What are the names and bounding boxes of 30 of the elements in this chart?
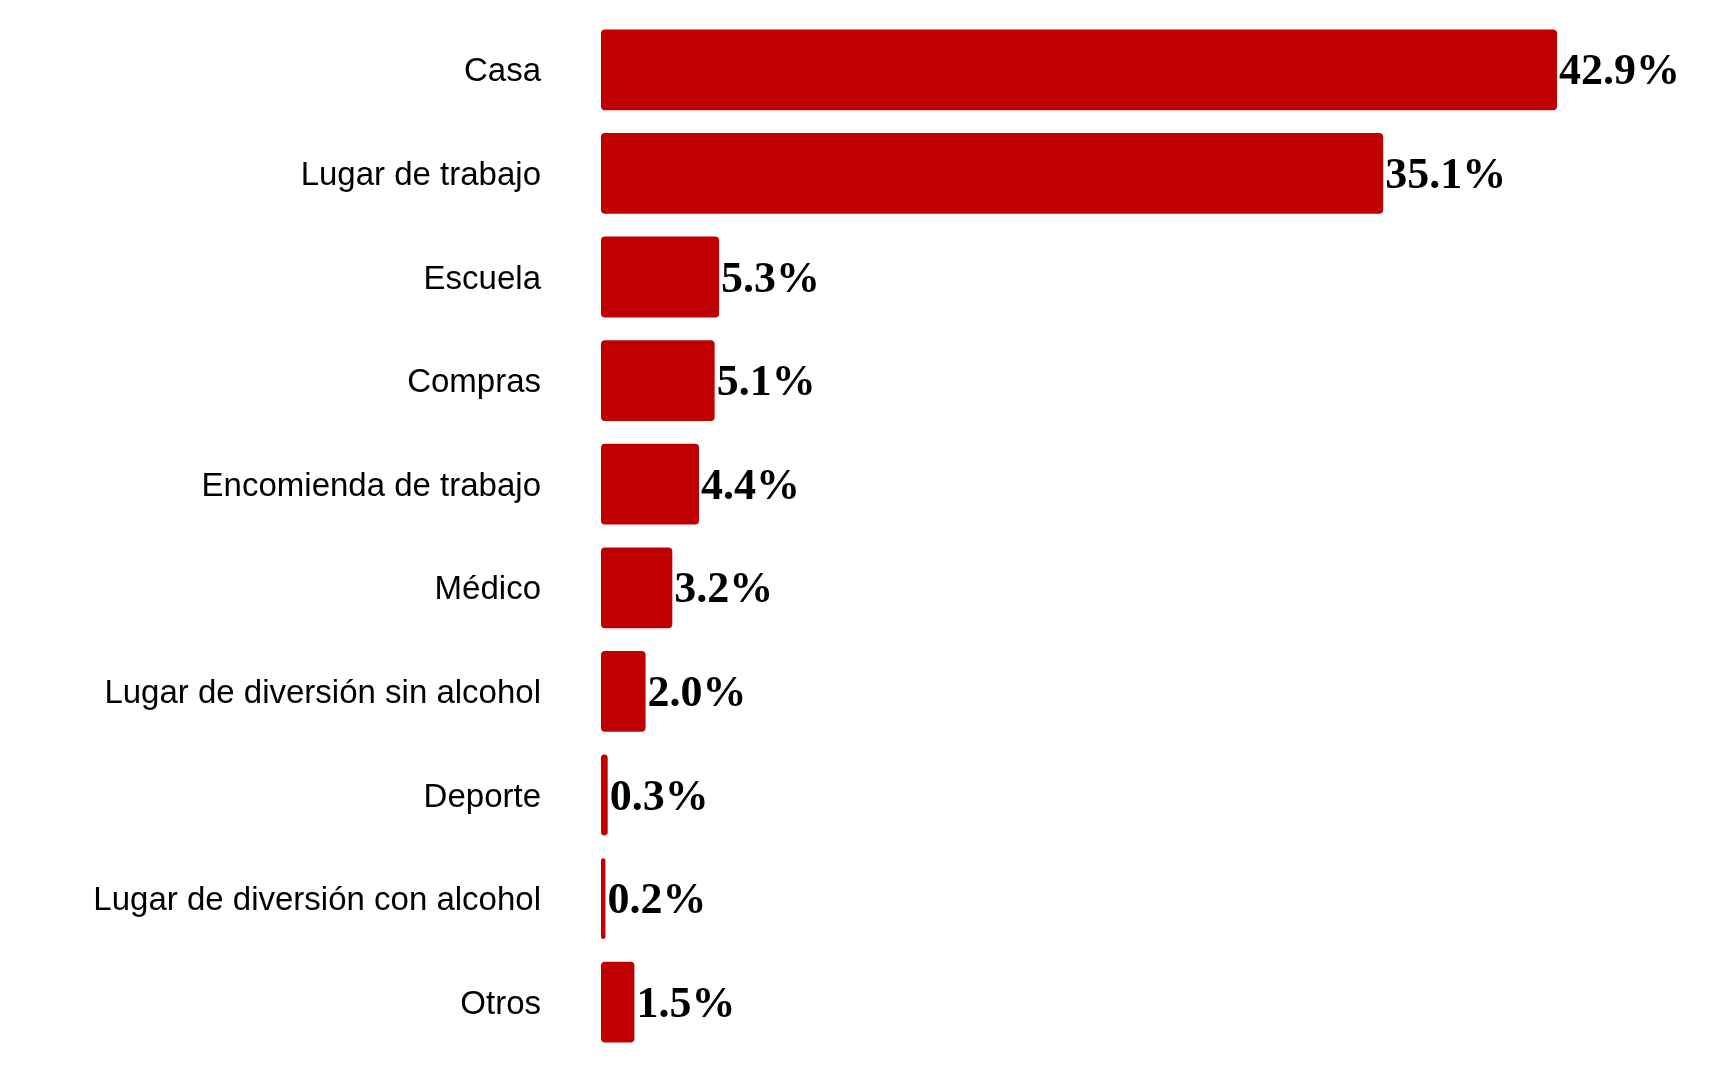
data-label: 0.2% bbox=[607, 874, 707, 924]
bar bbox=[601, 547, 673, 629]
y-tick-label: Escuela bbox=[423, 258, 542, 296]
data-label: 1.5% bbox=[636, 977, 736, 1027]
y-tick-label: Compras bbox=[407, 362, 541, 400]
bar bbox=[601, 961, 635, 1043]
y-tick-label: Encomienda de trabajo bbox=[201, 465, 541, 503]
bar bbox=[601, 236, 720, 318]
data-label: 5.1% bbox=[716, 356, 816, 406]
y-tick-label: Deporte bbox=[423, 776, 541, 814]
bar bbox=[601, 133, 1384, 214]
bar bbox=[601, 340, 715, 421]
data-label: 4.4% bbox=[701, 459, 801, 509]
y-tick-label: Lugar de trabajo bbox=[300, 154, 541, 192]
y-tick-label: Casa bbox=[463, 51, 542, 89]
data-label: 0.3% bbox=[609, 770, 709, 820]
data-label: 35.1% bbox=[1385, 148, 1507, 198]
bar bbox=[601, 651, 646, 732]
bar bbox=[601, 858, 606, 939]
data-label: 3.2% bbox=[674, 563, 774, 613]
data-label: 2.0% bbox=[647, 666, 747, 716]
bar bbox=[601, 754, 608, 836]
bar bbox=[601, 29, 1557, 111]
data-label: 42.9% bbox=[1559, 45, 1680, 95]
y-tick-label: Otros bbox=[460, 983, 541, 1021]
data-label: 5.3% bbox=[721, 252, 821, 302]
bar bbox=[601, 443, 700, 525]
y-tick-label: Lugar de diversión con alcohol bbox=[93, 880, 541, 918]
y-tick-label: Lugar de diversión sin alcohol bbox=[104, 672, 541, 710]
y-tick-label: Médico bbox=[434, 569, 541, 607]
